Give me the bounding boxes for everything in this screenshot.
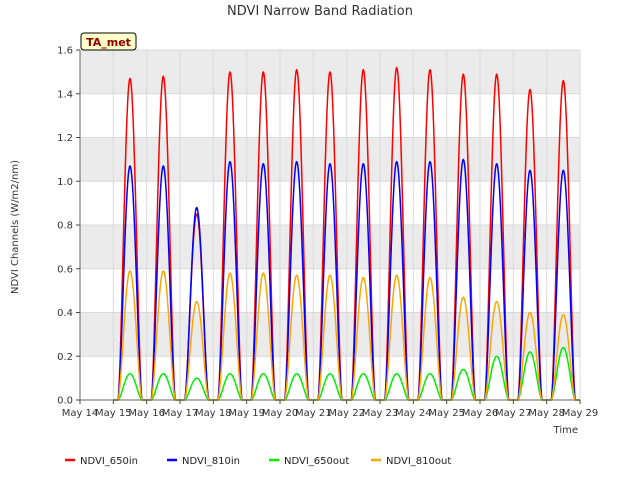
x-tick-label: May 22 bbox=[328, 408, 365, 419]
x-tick-label: May 27 bbox=[495, 408, 532, 419]
y-tick-label: 0.2 bbox=[57, 352, 73, 363]
y-tick-label: 0.8 bbox=[57, 221, 73, 232]
station-badge-box bbox=[80, 32, 137, 51]
plot-band bbox=[80, 225, 580, 269]
x-tick-label: May 28 bbox=[528, 408, 565, 419]
plot-band bbox=[80, 137, 580, 182]
x-tick-label: May 26 bbox=[462, 408, 499, 419]
x-tick-label: May 19 bbox=[228, 408, 265, 419]
y-tick-label: 1.4 bbox=[57, 89, 73, 100]
plot-band bbox=[80, 312, 580, 357]
x-tick-label: May 20 bbox=[262, 408, 299, 419]
y-tick-label: 0.0 bbox=[57, 396, 73, 407]
y-tick-label: 1.0 bbox=[57, 177, 73, 188]
x-tick-label: May 24 bbox=[395, 408, 432, 419]
x-tick-label: May 14 bbox=[62, 408, 99, 419]
x-tick-label: May 16 bbox=[128, 408, 165, 419]
x-tick-label: May 17 bbox=[162, 408, 199, 419]
station-badge: TA_met bbox=[80, 32, 137, 51]
x-tick-label: May 29 bbox=[562, 408, 599, 419]
y-tick-label: 0.4 bbox=[57, 308, 73, 319]
x-tick-label: May 15 bbox=[95, 408, 132, 419]
chart-title: NDVI Narrow Band Radiation bbox=[227, 4, 413, 19]
y-tick-label: 0.6 bbox=[57, 264, 73, 275]
y-tick-label: 1.6 bbox=[57, 46, 73, 57]
legend-label: NDVI_810in bbox=[182, 456, 240, 467]
x-tick-label: May 25 bbox=[428, 408, 465, 419]
x-tick-label: May 18 bbox=[195, 408, 232, 419]
y-tick-label: 1.2 bbox=[57, 133, 73, 144]
station-badge-label: TA_met bbox=[86, 36, 131, 49]
x-axis-label: Time bbox=[553, 425, 578, 436]
legend: NDVI_650in NDVI_810in NDVI_650out NDVI_810o… bbox=[65, 456, 451, 467]
x-tick-label: May 21 bbox=[295, 408, 332, 419]
legend-label: NDVI_650in bbox=[80, 456, 138, 467]
legend-label: NDVI_650out bbox=[284, 456, 349, 467]
legend-label: NDVI_810out bbox=[386, 456, 451, 467]
y-axis-label: NDVI Channels (W/m2/nm) bbox=[10, 160, 21, 294]
x-tick-label: May 23 bbox=[362, 408, 399, 419]
